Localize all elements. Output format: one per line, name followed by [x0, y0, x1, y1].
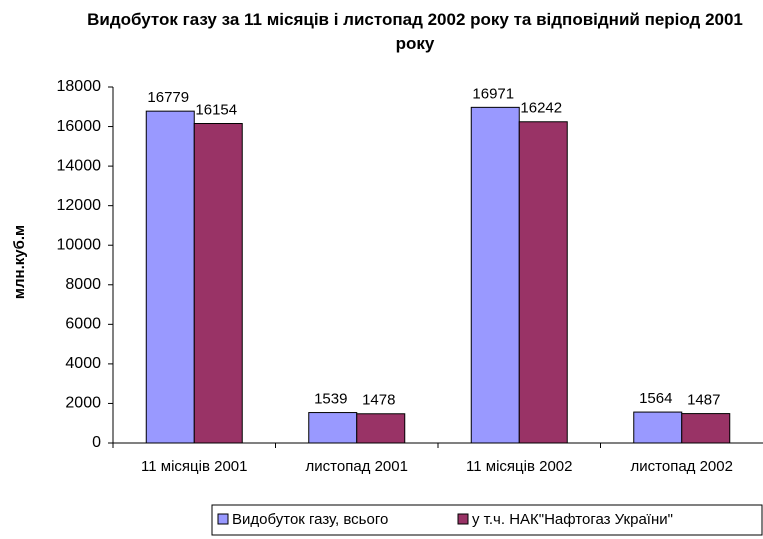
value-label: 1564: [639, 390, 672, 407]
bar: [145, 110, 195, 444]
y-axis-label: млн.куб.м: [11, 225, 28, 299]
value-label: 16971: [472, 85, 514, 102]
legend-swatch: [457, 513, 469, 525]
y-tick-label: 4000: [65, 355, 101, 372]
value-label: 16779: [147, 89, 189, 106]
legend-swatch: [217, 513, 229, 525]
bar: [308, 412, 358, 444]
y-tick-label: 16000: [57, 118, 102, 135]
value-label: 1539: [314, 391, 347, 408]
y-tick-label: 10000: [57, 236, 102, 253]
y-tick-label: 8000: [65, 276, 101, 293]
bar: [193, 123, 243, 444]
value-label: 16242: [520, 100, 562, 117]
value-label: 1478: [362, 392, 395, 409]
bar: [356, 413, 406, 444]
x-tick-label: 11 місяців 2001: [141, 458, 247, 475]
y-tick-label: 14000: [57, 157, 102, 174]
legend-box: [211, 504, 763, 536]
bar: [518, 121, 568, 444]
y-tick-label: 12000: [57, 197, 102, 214]
x-tick-label: 11 місяців 2002: [466, 458, 572, 475]
y-tick-label: 0: [92, 434, 101, 451]
y-tick-label: 18000: [57, 78, 102, 95]
legend-label: Видобуток газу, всього: [232, 511, 388, 528]
y-tick-label: 2000: [65, 395, 101, 412]
x-tick-label: листопад 2001: [306, 458, 408, 475]
y-tick-label: 6000: [65, 316, 101, 333]
x-tick-label: листопад 2002: [631, 458, 733, 475]
bar: [681, 413, 731, 444]
legend-label: у т.ч. НАК"Нафтогаз України": [472, 511, 673, 528]
bar: [633, 411, 683, 444]
value-label: 16154: [195, 101, 237, 118]
chart-title: Видобуток газу за 11 місяців і листопад …: [87, 10, 743, 53]
value-label: 1487: [687, 392, 720, 409]
bar: [470, 106, 520, 444]
